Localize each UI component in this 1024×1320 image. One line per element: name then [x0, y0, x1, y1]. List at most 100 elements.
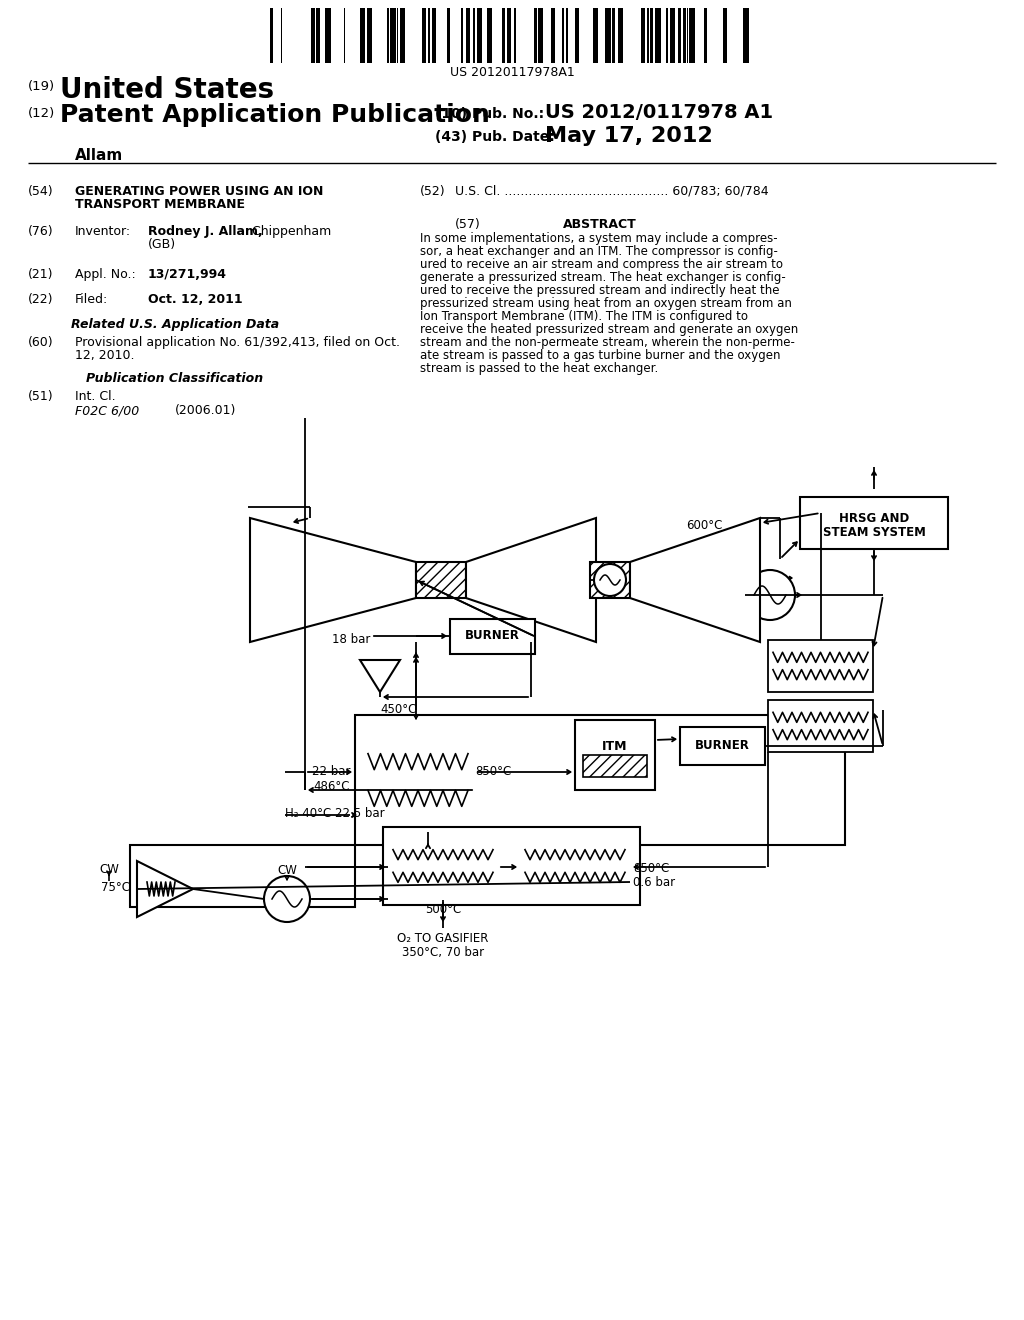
Bar: [539, 8, 543, 63]
Text: (57): (57): [455, 218, 480, 231]
Text: Related U.S. Application Data: Related U.S. Application Data: [71, 318, 280, 331]
Text: (54): (54): [28, 185, 53, 198]
Text: Appl. No.:: Appl. No.:: [75, 268, 136, 281]
Bar: [670, 8, 675, 63]
Bar: [428, 8, 430, 63]
Text: HRSG AND: HRSG AND: [839, 512, 909, 525]
Bar: [387, 8, 389, 63]
Bar: [355, 715, 845, 845]
Text: ITM: ITM: [602, 741, 628, 752]
Text: pressurized stream using heat from an oxygen stream from an: pressurized stream using heat from an ox…: [420, 297, 792, 310]
Bar: [768, 640, 873, 692]
Text: Filed:: Filed:: [75, 293, 109, 306]
Text: Inventor:: Inventor:: [75, 224, 131, 238]
Text: (76): (76): [28, 224, 53, 238]
Bar: [503, 8, 505, 63]
Bar: [583, 755, 647, 777]
Text: generate a pressurized stream. The heat exchanger is config-: generate a pressurized stream. The heat …: [420, 271, 785, 284]
Text: receive the heated pressurized stream and generate an oxygen: receive the heated pressurized stream an…: [420, 323, 799, 337]
Bar: [641, 8, 644, 63]
Polygon shape: [360, 660, 400, 692]
Bar: [593, 8, 598, 63]
Polygon shape: [137, 861, 193, 917]
Bar: [396, 8, 398, 63]
Text: (60): (60): [28, 337, 53, 348]
Bar: [800, 498, 948, 549]
Text: F02C 6/00: F02C 6/00: [75, 404, 139, 417]
Text: ABSTRACT: ABSTRACT: [563, 218, 637, 231]
Bar: [477, 8, 482, 63]
Text: ured to receive an air stream and compress the air stream to: ured to receive an air stream and compre…: [420, 257, 783, 271]
Bar: [646, 8, 649, 63]
Bar: [612, 8, 615, 63]
Text: Ion Transport Membrane (ITM). The ITM is configured to: Ion Transport Membrane (ITM). The ITM is…: [420, 310, 748, 323]
Bar: [520, 832, 630, 900]
Bar: [723, 8, 727, 63]
Text: (12): (12): [28, 107, 55, 120]
Bar: [368, 8, 372, 63]
Bar: [575, 719, 655, 789]
Bar: [566, 8, 567, 63]
Text: 500°C: 500°C: [425, 903, 461, 916]
Text: 486°C: 486°C: [313, 780, 350, 793]
Bar: [683, 8, 686, 63]
Bar: [768, 700, 873, 752]
Text: (10) Pub. No.:: (10) Pub. No.:: [435, 107, 544, 121]
Bar: [508, 8, 511, 63]
Text: BURNER: BURNER: [465, 630, 520, 642]
Text: (GB): (GB): [148, 238, 176, 251]
Text: TRANSPORT MEMBRANE: TRANSPORT MEMBRANE: [75, 198, 245, 211]
Text: Int. Cl.: Int. Cl.: [75, 389, 116, 403]
Bar: [473, 8, 475, 63]
Text: (43) Pub. Date:: (43) Pub. Date:: [435, 129, 555, 144]
Polygon shape: [590, 562, 630, 598]
Text: 13/271,994: 13/271,994: [148, 268, 227, 281]
Polygon shape: [250, 517, 416, 642]
Text: stream and the non-permeate stream, wherein the non-perme-: stream and the non-permeate stream, wher…: [420, 337, 795, 348]
Text: STEAM SYSTEM: STEAM SYSTEM: [822, 525, 926, 539]
Text: U.S. Cl. ......................................... 60/783; 60/784: U.S. Cl. ...............................…: [455, 185, 769, 198]
Text: Rodney J. Allam,: Rodney J. Allam,: [148, 224, 263, 238]
Circle shape: [594, 564, 626, 597]
Text: sor, a heat exchanger and an ITM. The compressor is config-: sor, a heat exchanger and an ITM. The co…: [420, 246, 778, 257]
Bar: [689, 8, 695, 63]
Text: CW: CW: [278, 865, 297, 876]
Text: US 2012/0117978 A1: US 2012/0117978 A1: [545, 103, 773, 121]
Bar: [270, 8, 273, 63]
Bar: [446, 8, 450, 63]
Text: stream is passed to the heat exchanger.: stream is passed to the heat exchanger.: [420, 362, 658, 375]
Text: In some implementations, a system may include a compres-: In some implementations, a system may in…: [420, 232, 777, 246]
Text: (19): (19): [28, 81, 55, 92]
Text: 18 bar: 18 bar: [332, 634, 370, 645]
Bar: [461, 8, 463, 63]
Bar: [326, 8, 331, 63]
Text: May 17, 2012: May 17, 2012: [545, 125, 713, 147]
Bar: [388, 832, 498, 900]
Bar: [650, 8, 653, 63]
Text: (52): (52): [420, 185, 445, 198]
Bar: [390, 8, 395, 63]
Bar: [432, 8, 436, 63]
Text: BURNER: BURNER: [695, 739, 750, 752]
Bar: [486, 8, 492, 63]
Text: 0.6 bar: 0.6 bar: [633, 876, 675, 888]
Bar: [383, 828, 640, 906]
Text: 600°C: 600°C: [686, 519, 722, 532]
Polygon shape: [416, 562, 466, 598]
Polygon shape: [630, 517, 760, 642]
Text: 22 bar: 22 bar: [311, 766, 350, 777]
Bar: [315, 8, 319, 63]
Text: US 20120117978A1: US 20120117978A1: [450, 66, 574, 79]
Text: O₂ TO GASIFIER: O₂ TO GASIFIER: [397, 932, 488, 945]
Text: 350°C, 70 bar: 350°C, 70 bar: [402, 946, 484, 960]
Text: 75°C: 75°C: [101, 880, 130, 894]
Text: United States: United States: [60, 77, 274, 104]
Polygon shape: [466, 517, 596, 642]
Bar: [359, 8, 365, 63]
Text: 850°C: 850°C: [475, 766, 511, 777]
Text: CW: CW: [99, 863, 119, 876]
Bar: [551, 8, 555, 63]
Text: GENERATING POWER USING AN ION: GENERATING POWER USING AN ION: [75, 185, 324, 198]
Bar: [703, 8, 708, 63]
Text: H₂ 40°C 22.5 bar: H₂ 40°C 22.5 bar: [285, 807, 385, 820]
